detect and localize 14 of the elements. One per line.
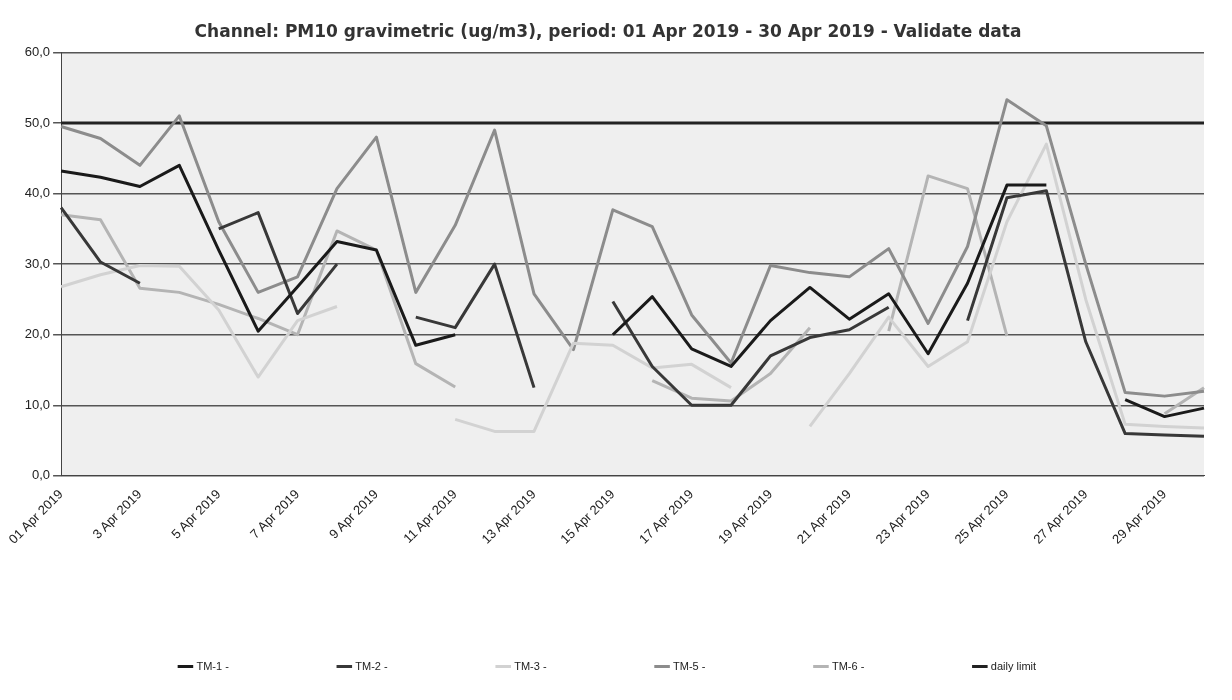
legend-label: TM-3 - — [514, 659, 547, 672]
y-tick-label: 10,0 — [24, 396, 51, 412]
legend-label: daily limit — [990, 659, 1037, 672]
y-tick-label: 40,0 — [24, 185, 51, 201]
legend-label: TM-1 - — [196, 659, 230, 672]
legend-label: TM-5 - — [673, 659, 706, 672]
legend-label: TM-6 - — [831, 659, 865, 672]
y-tick-label: 0,0 — [32, 467, 51, 483]
y-tick-label: 20,0 — [24, 326, 51, 342]
y-tick-label: 30,0 — [24, 255, 51, 271]
legend-label: TM-2 - — [355, 659, 389, 672]
y-tick-label: 50,0 — [24, 114, 51, 130]
chart-title: Channel: PM10 gravimetric (ug/m3), period: 01 Apr 2019 - 30 Apr 2019 - Validate data — [194, 20, 1022, 41]
y-tick-label: 60,0 — [24, 43, 51, 59]
